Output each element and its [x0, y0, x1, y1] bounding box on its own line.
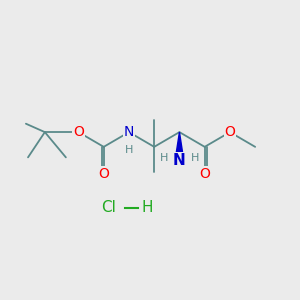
Text: H: H: [142, 200, 153, 215]
Text: O: O: [98, 167, 109, 181]
Text: O: O: [224, 125, 236, 139]
Text: N: N: [173, 153, 186, 168]
Text: N: N: [124, 125, 134, 139]
Text: O: O: [73, 125, 84, 139]
Polygon shape: [175, 132, 184, 160]
Text: H: H: [191, 153, 200, 164]
Text: O: O: [199, 167, 210, 181]
Text: H: H: [160, 153, 168, 164]
Text: Cl: Cl: [101, 200, 116, 215]
Text: H: H: [125, 145, 133, 155]
